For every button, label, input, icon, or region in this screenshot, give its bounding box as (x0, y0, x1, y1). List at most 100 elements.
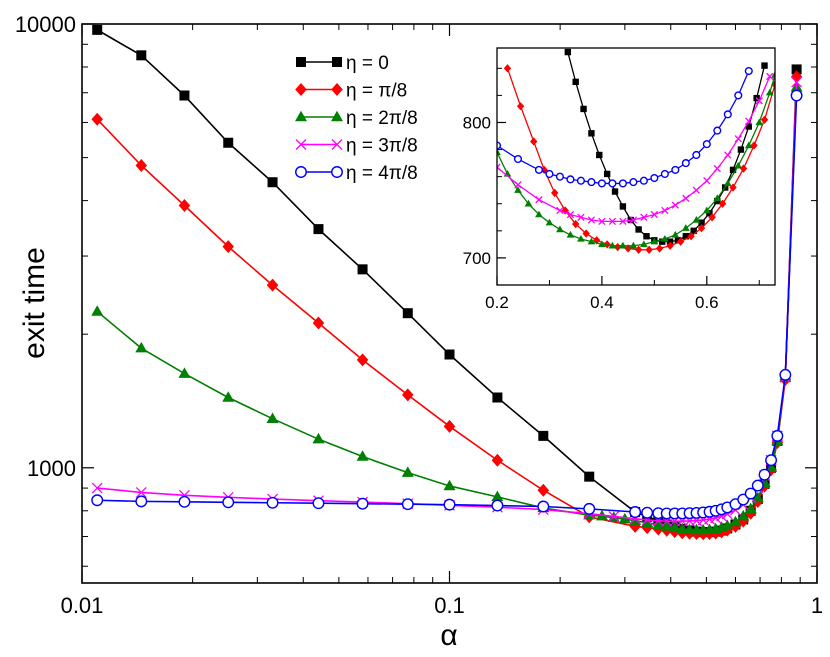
main-data-point (744, 502, 757, 514)
inset-data-point (690, 227, 697, 235)
inset-data-point (713, 164, 721, 173)
main-data-point (538, 430, 549, 441)
inset-data-point (755, 118, 764, 126)
main-data-point (222, 496, 235, 509)
inset-data-point (587, 216, 596, 224)
inset-data-point (724, 151, 732, 159)
main-y-tick-label: 1000 (27, 456, 76, 481)
main-data-point (791, 76, 803, 88)
main-data-point (443, 498, 456, 511)
inset-data-point (535, 210, 543, 218)
main-data-point (491, 490, 504, 502)
main-data-point (652, 518, 665, 530)
inset-data-point (650, 210, 659, 219)
main-series-group (91, 24, 803, 541)
inset-data-point (597, 179, 606, 188)
legend-marker (295, 83, 307, 96)
inset-data-point (587, 178, 596, 187)
inset-data-point (588, 130, 595, 137)
axis-titles: α exit time (18, 247, 458, 652)
main-data-point (668, 521, 681, 533)
inset-data-point (530, 137, 538, 146)
legend-marker (331, 110, 343, 122)
legend-item-3: η = 3π/8 (295, 136, 418, 157)
inset-x-tick-label: 0.2 (485, 293, 509, 312)
inset-data-point (535, 196, 543, 204)
inset-data-point (676, 237, 685, 246)
inset-data-point (666, 241, 674, 250)
inset-data-point (577, 234, 585, 242)
legend-item-1: η = π/8 (295, 81, 407, 102)
main-x-tick-label: 1 (811, 593, 823, 618)
main-data-point (91, 112, 103, 126)
inset-data-point (671, 230, 680, 238)
inset-data-point (619, 241, 627, 249)
inset-data-point (671, 201, 679, 209)
inset-data-point (692, 186, 700, 194)
inset-data-point (598, 240, 606, 248)
main-y-tick-label: 10000 (15, 12, 76, 37)
main-data-point (266, 496, 279, 509)
main-plot: 0.01 0.1 1 1000 10000 (15, 12, 823, 618)
inset-data-point (608, 241, 617, 249)
inset-data-point (702, 140, 711, 149)
inset-series-line (497, 74, 775, 247)
main-data-point (744, 487, 757, 500)
main-x-tick-label: 0.01 (61, 593, 104, 618)
legend: η = 0 η = π/8 η = 2π/8 η = 3π/8 η = 4π/8 (295, 53, 418, 184)
main-data-point (537, 500, 550, 513)
inset-data-point (755, 97, 763, 105)
inset-data-point (571, 219, 580, 229)
inset-data-point (640, 213, 648, 221)
main-data-point (608, 510, 620, 522)
main-data-point (179, 90, 190, 101)
inset-data-point (760, 115, 769, 124)
inset-data-point (745, 117, 753, 125)
main-data-point (443, 419, 456, 433)
inset-data-point (524, 199, 533, 207)
legend-marker (331, 83, 343, 96)
main-data-point (401, 498, 414, 511)
main-data-point (135, 495, 148, 508)
main-data-point (729, 515, 742, 527)
inset-data-point (734, 91, 743, 100)
main-data-point (537, 483, 550, 497)
inset-data-point (650, 173, 659, 183)
legend-marker (332, 57, 342, 67)
inset-data-point (618, 179, 627, 188)
inset-data-point (566, 210, 575, 219)
legend-label: η = 4π/8 (346, 163, 418, 184)
main-data-point (178, 495, 191, 508)
main-frame (81, 23, 818, 584)
inset-data-point (513, 154, 523, 164)
inset-data-point (718, 199, 727, 208)
inset-series-3 (497, 72, 774, 226)
main-data-point (312, 432, 325, 444)
legend-item-4: η = 4π/8 (295, 163, 418, 184)
inset-data-point (514, 181, 522, 189)
legend-label: η = 0 (346, 53, 389, 74)
inset-data-point (655, 244, 664, 253)
inset-data-point (681, 159, 690, 168)
main-data-point (771, 429, 784, 442)
inset-data-point (497, 148, 501, 155)
inset-data-point (629, 241, 638, 249)
inset-series-2 (497, 71, 775, 249)
legend-label: η = 2π/8 (346, 108, 418, 129)
main-data-point (312, 497, 325, 510)
legend-marker (295, 139, 307, 150)
inset-series-group (497, 48, 775, 254)
main-data-point (491, 499, 504, 512)
inset-data-point (545, 218, 554, 226)
main-data-point (443, 479, 456, 491)
legend-item-0: η = 0 (296, 53, 389, 74)
main-data-point (737, 509, 750, 521)
inset-data-point (629, 178, 638, 187)
inset-data-point (566, 230, 575, 238)
main-data-point (583, 502, 596, 515)
main-data-point (178, 198, 191, 212)
main-data-point (136, 50, 147, 61)
main-data-point (266, 278, 279, 292)
main-data-point (313, 224, 324, 235)
